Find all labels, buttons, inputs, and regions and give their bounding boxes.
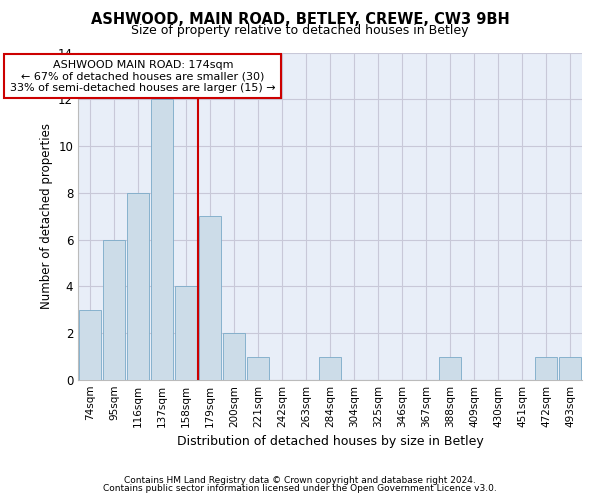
Bar [559,356,581,380]
Text: ASHWOOD, MAIN ROAD, BETLEY, CREWE, CW3 9BH: ASHWOOD, MAIN ROAD, BETLEY, CREWE, CW3 9… [91,12,509,28]
Bar [79,310,101,380]
Bar [223,333,245,380]
Bar [199,216,221,380]
Text: Contains HM Land Registry data © Crown copyright and database right 2024.: Contains HM Land Registry data © Crown c… [124,476,476,485]
Text: Contains public sector information licensed under the Open Government Licence v3: Contains public sector information licen… [103,484,497,493]
Bar [175,286,197,380]
Bar [439,356,461,380]
Text: ASHWOOD MAIN ROAD: 174sqm
← 67% of detached houses are smaller (30)
33% of semi-: ASHWOOD MAIN ROAD: 174sqm ← 67% of detac… [10,60,275,92]
Bar [535,356,557,380]
Bar [247,356,269,380]
Bar [127,193,149,380]
X-axis label: Distribution of detached houses by size in Betley: Distribution of detached houses by size … [176,436,484,448]
Bar [103,240,125,380]
Y-axis label: Number of detached properties: Number of detached properties [40,123,53,309]
Text: Size of property relative to detached houses in Betley: Size of property relative to detached ho… [131,24,469,37]
Bar [151,100,173,380]
Bar [319,356,341,380]
